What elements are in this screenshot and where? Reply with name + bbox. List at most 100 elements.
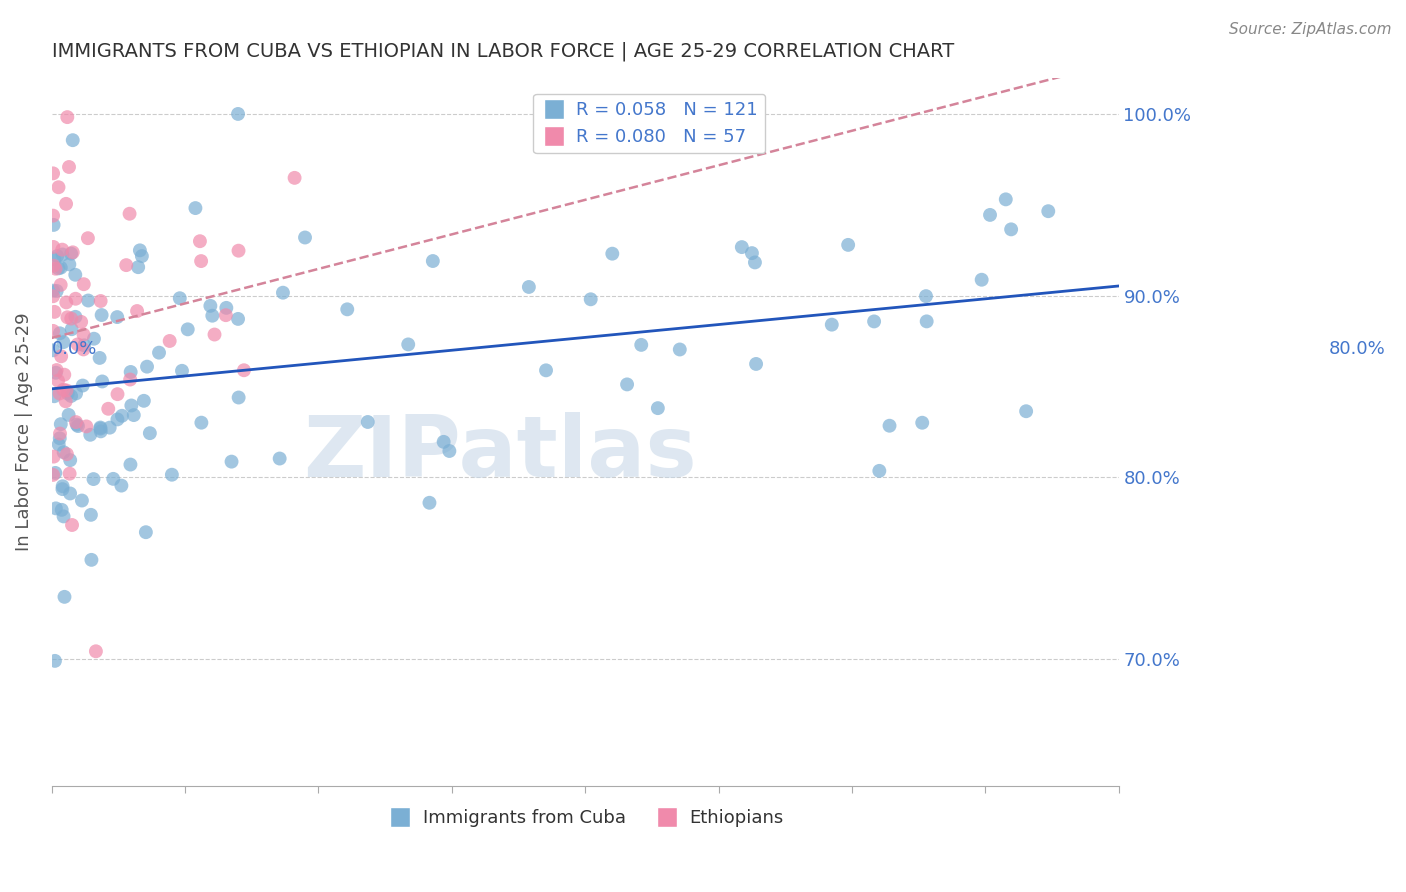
Immigrants from Cuba bbox=[49, 326, 72, 341]
Immigrants from Cuba bbox=[647, 401, 669, 416]
Immigrants from Cuba bbox=[73, 338, 96, 352]
Ethiopians bbox=[59, 467, 82, 481]
Immigrants from Cuba bbox=[83, 332, 105, 346]
Ethiopians bbox=[159, 334, 181, 348]
Immigrants from Cuba bbox=[77, 293, 100, 308]
Immigrants from Cuba bbox=[177, 322, 200, 336]
Immigrants from Cuba bbox=[215, 301, 238, 315]
Immigrants from Cuba bbox=[160, 467, 183, 482]
Immigrants from Cuba bbox=[821, 318, 844, 332]
Ethiopians bbox=[120, 372, 142, 386]
Immigrants from Cuba bbox=[139, 426, 162, 441]
Immigrants from Cuba bbox=[66, 419, 89, 434]
Immigrants from Cuba bbox=[105, 310, 128, 324]
Immigrants from Cuba bbox=[128, 244, 150, 258]
Ethiopians bbox=[284, 170, 307, 185]
Immigrants from Cuba bbox=[127, 260, 149, 275]
Immigrants from Cuba bbox=[52, 509, 75, 524]
Immigrants from Cuba bbox=[98, 420, 121, 434]
Immigrants from Cuba bbox=[44, 252, 66, 267]
Immigrants from Cuba bbox=[72, 378, 94, 392]
Immigrants from Cuba bbox=[269, 451, 291, 466]
Immigrants from Cuba bbox=[80, 508, 103, 522]
Immigrants from Cuba bbox=[58, 408, 80, 422]
Immigrants from Cuba bbox=[89, 421, 111, 435]
Immigrants from Cuba bbox=[49, 431, 72, 445]
Immigrants from Cuba bbox=[51, 247, 73, 261]
Immigrants from Cuba bbox=[994, 192, 1017, 206]
Immigrants from Cuba bbox=[630, 338, 652, 352]
Immigrants from Cuba bbox=[52, 445, 75, 459]
Ethiopians bbox=[90, 293, 112, 308]
Immigrants from Cuba bbox=[51, 482, 73, 496]
Immigrants from Cuba bbox=[970, 273, 993, 287]
Ethiopians bbox=[188, 234, 211, 248]
Ethiopians bbox=[55, 384, 77, 398]
Ethiopians bbox=[42, 467, 65, 482]
Ethiopians bbox=[53, 368, 76, 382]
Immigrants from Cuba bbox=[103, 472, 125, 486]
Immigrants from Cuba bbox=[53, 590, 76, 604]
Ethiopians bbox=[73, 277, 96, 292]
Ethiopians bbox=[42, 289, 65, 303]
Ethiopians bbox=[65, 292, 87, 306]
Immigrants from Cuba bbox=[135, 525, 157, 540]
Ethiopians bbox=[45, 261, 67, 276]
Immigrants from Cuba bbox=[45, 501, 67, 516]
Immigrants from Cuba bbox=[915, 289, 938, 303]
Ethiopians bbox=[66, 337, 89, 351]
Immigrants from Cuba bbox=[70, 493, 93, 508]
Immigrants from Cuba bbox=[132, 393, 155, 408]
Immigrants from Cuba bbox=[863, 314, 886, 328]
Ethiopians bbox=[52, 383, 75, 397]
Immigrants from Cuba bbox=[418, 496, 440, 510]
Immigrants from Cuba bbox=[59, 486, 82, 500]
Ethiopians bbox=[42, 324, 65, 338]
Immigrants from Cuba bbox=[226, 107, 249, 121]
Immigrants from Cuba bbox=[89, 420, 111, 434]
Immigrants from Cuba bbox=[837, 238, 859, 252]
Immigrants from Cuba bbox=[48, 437, 70, 451]
Ethiopians bbox=[60, 518, 83, 533]
Ethiopians bbox=[62, 245, 84, 260]
Legend: Immigrants from Cuba, Ethiopians: Immigrants from Cuba, Ethiopians bbox=[380, 802, 790, 834]
Immigrants from Cuba bbox=[62, 133, 84, 147]
Ethiopians bbox=[55, 295, 77, 310]
Immigrants from Cuba bbox=[44, 466, 66, 480]
Immigrants from Cuba bbox=[82, 472, 104, 486]
Immigrants from Cuba bbox=[1015, 404, 1038, 418]
Immigrants from Cuba bbox=[91, 375, 114, 389]
Immigrants from Cuba bbox=[60, 322, 83, 336]
Immigrants from Cuba bbox=[89, 351, 111, 365]
Immigrants from Cuba bbox=[44, 389, 66, 403]
Ethiopians bbox=[55, 197, 77, 211]
Ethiopians bbox=[48, 180, 70, 194]
Ethiopians bbox=[44, 305, 66, 319]
Ethiopians bbox=[97, 401, 120, 416]
Immigrants from Cuba bbox=[60, 246, 83, 260]
Ethiopians bbox=[56, 110, 79, 124]
Ethiopians bbox=[51, 243, 73, 257]
Immigrants from Cuba bbox=[271, 285, 294, 300]
Ethiopians bbox=[55, 394, 77, 409]
Ethiopians bbox=[72, 327, 94, 342]
Immigrants from Cuba bbox=[44, 654, 66, 668]
Ethiopians bbox=[75, 419, 97, 434]
Immigrants from Cuba bbox=[52, 479, 75, 493]
Immigrants from Cuba bbox=[46, 249, 69, 263]
Ethiopians bbox=[42, 259, 65, 273]
Immigrants from Cuba bbox=[111, 409, 134, 423]
Immigrants from Cuba bbox=[110, 478, 132, 492]
Immigrants from Cuba bbox=[56, 386, 79, 401]
Immigrants from Cuba bbox=[201, 309, 224, 323]
Ethiopians bbox=[84, 644, 107, 658]
Immigrants from Cuba bbox=[120, 458, 142, 472]
Immigrants from Cuba bbox=[65, 386, 87, 401]
Immigrants from Cuba bbox=[148, 345, 170, 359]
Immigrants from Cuba bbox=[600, 246, 623, 260]
Immigrants from Cuba bbox=[131, 249, 153, 263]
Text: ZIPatlas: ZIPatlas bbox=[302, 412, 697, 495]
Immigrants from Cuba bbox=[422, 254, 444, 268]
Immigrants from Cuba bbox=[65, 268, 87, 282]
Immigrants from Cuba bbox=[42, 284, 65, 298]
